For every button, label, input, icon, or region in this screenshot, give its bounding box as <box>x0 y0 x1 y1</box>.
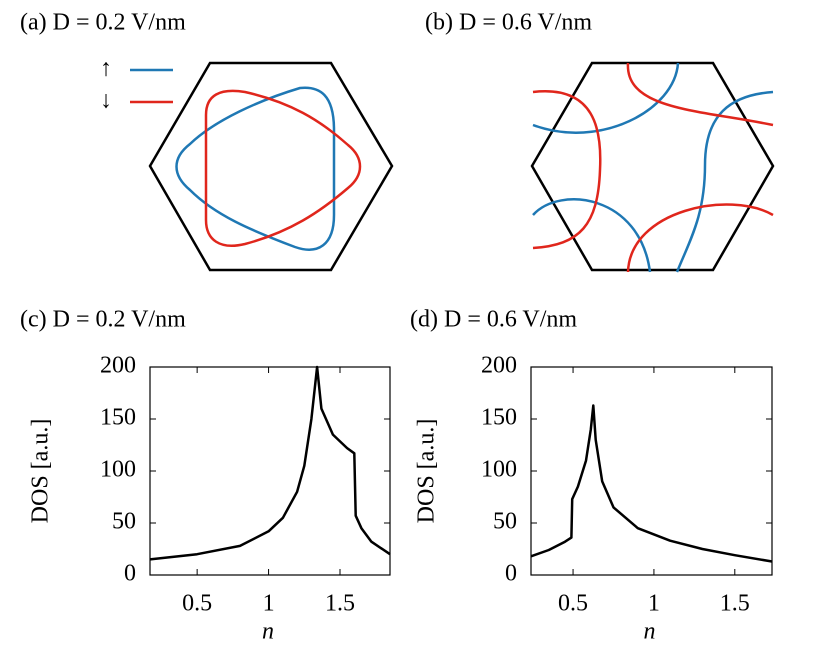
y-tick-label: 50 <box>112 509 136 535</box>
panel-title: (b) D = 0.6 V/nm <box>425 10 592 36</box>
x-tick-label: 1 <box>648 591 660 617</box>
x-tick-label: 0.5 <box>558 591 588 617</box>
y-axis-label: DOS [a.u.] <box>414 419 440 524</box>
fermi-surface-down <box>626 62 774 127</box>
chart-title: (d) D = 0.6 V/nm <box>410 307 577 333</box>
x-axis-label: n <box>644 619 656 645</box>
dos-curve <box>530 404 773 563</box>
x-tick-label: 1.5 <box>325 591 355 617</box>
x-axis-label: n <box>262 619 274 645</box>
fermi-surface-down <box>204 89 362 247</box>
plot-frame <box>530 366 773 576</box>
y-tick-label: 200 <box>100 353 136 379</box>
legend-label: ↓ <box>100 88 112 114</box>
fermi-surface-up <box>175 86 336 251</box>
fermi-surface-down <box>626 203 774 273</box>
y-tick-label: 200 <box>481 353 517 379</box>
legend-label: ↑ <box>100 56 112 82</box>
chart-title: (c) D = 0.2 V/nm <box>20 307 186 333</box>
fermi-surface-up <box>532 198 652 273</box>
y-tick-label: 150 <box>100 405 136 431</box>
fermi-surface-up <box>532 62 680 134</box>
x-tick-label: 0.5 <box>182 591 212 617</box>
brillouin-zone <box>148 61 394 272</box>
y-tick-label: 150 <box>481 405 517 431</box>
x-tick-label: 1.5 <box>720 591 750 617</box>
y-tick-label: 50 <box>493 509 517 535</box>
x-tick-label: 1 <box>263 591 275 617</box>
y-tick-label: 100 <box>100 457 136 483</box>
y-axis-label: DOS [a.u.] <box>28 419 54 524</box>
fermi-surface-down <box>532 90 602 250</box>
y-tick-label: 0 <box>505 561 517 587</box>
dos-curve <box>149 365 391 561</box>
y-tick-label: 0 <box>124 561 136 587</box>
y-tick-label: 100 <box>481 457 517 483</box>
panel-title: (a) D = 0.2 V/nm <box>20 10 186 36</box>
brillouin-zone <box>530 61 775 272</box>
fermi-surface-up <box>675 90 774 273</box>
